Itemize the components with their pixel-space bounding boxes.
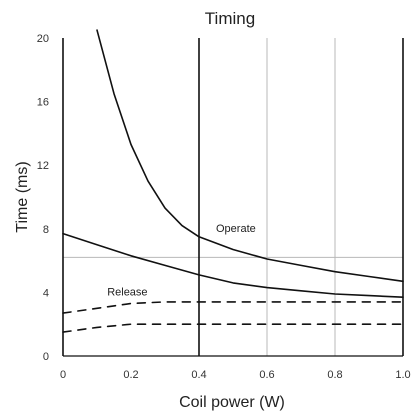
y-tick-label: 20 [37,33,49,45]
y-tick-label: 16 [37,97,49,109]
x-tick-label: 0.8 [327,369,342,381]
x-axis-label: Coil power (W) [179,394,285,411]
x-tick-label: 1.0 [395,369,410,381]
annotation-release: Release [107,287,147,299]
chart-title: Timing [205,9,255,28]
x-tick-label: 0.2 [123,369,138,381]
y-tick-label: 12 [37,160,49,172]
x-tick-label: 0 [60,369,66,381]
series-line-1 [62,232,404,299]
plot-area: 0 0.2 0.4 0.6 0.8 1.0 0 4 8 12 16 20 Operate Release [37,29,411,381]
y-tick-label: 0 [43,351,49,363]
series-line-3 [62,323,404,333]
x-tick-label: 0.6 [259,369,274,381]
y-tick-label: 8 [43,224,49,236]
annotation-operate: Operate [216,223,256,235]
series-line-0 [96,29,404,283]
x-tick-label: 0.4 [191,369,206,381]
series-line-2 [62,301,404,314]
y-axis-label: Time (ms) [14,161,31,232]
y-tick-label: 4 [43,287,49,299]
